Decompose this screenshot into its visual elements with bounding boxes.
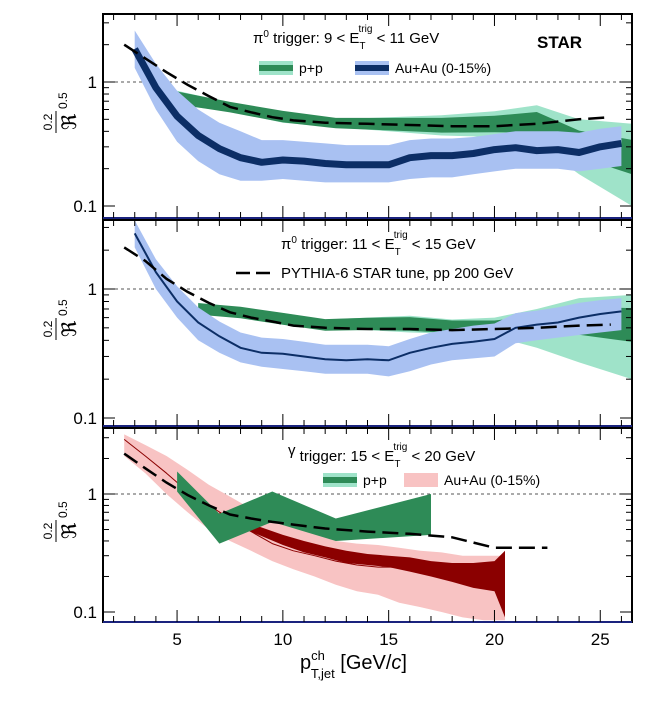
labels: π0 trigger: 9 < ETtrig < 11 GeV STAR π0 … bbox=[236, 24, 582, 681]
band-pp-core bbox=[177, 91, 632, 175]
y-axis-label: ℜ 0.50.2 bbox=[41, 501, 81, 542]
legend-item-pp: p+p bbox=[259, 60, 323, 76]
legend-label: p+p bbox=[363, 472, 387, 488]
plot-area bbox=[103, 434, 632, 621]
y-axis-label-sup: 0.5 bbox=[56, 299, 70, 316]
band-auau bbox=[124, 434, 505, 621]
y-tick-label: 0.1 bbox=[73, 197, 97, 216]
y-axis-label-sup: 0.5 bbox=[56, 501, 70, 518]
series-pythia bbox=[123, 246, 611, 332]
x-tick-label: 15 bbox=[379, 630, 398, 649]
legend-label: p+p bbox=[299, 60, 323, 76]
legend-swatch-core bbox=[259, 65, 293, 71]
panel-top-trigger-label: π0 trigger: 9 < ETtrig < 11 GeV bbox=[253, 24, 439, 52]
legend-swatch-core bbox=[355, 65, 389, 71]
band-auau bbox=[134, 30, 622, 183]
x-axis-label: pch T,jet [GeV/c] bbox=[300, 648, 407, 681]
band-auau bbox=[134, 220, 622, 377]
pythia-legend-label: PYTHIA-6 STAR tune, pp 200 GeV bbox=[281, 265, 513, 282]
y-axis-label-num: 0.2 bbox=[41, 320, 55, 337]
y-tick-label: 1 bbox=[88, 280, 97, 299]
plot-area bbox=[103, 220, 632, 380]
legend-label: Au+Au (0-15%) bbox=[444, 472, 540, 488]
band-auau_dark bbox=[219, 512, 505, 618]
x-tick-label: 5 bbox=[172, 630, 181, 649]
plot-area bbox=[103, 30, 632, 206]
chart-panel-middle: 0.1 1 ℜ 0.50.2 bbox=[41, 219, 633, 428]
legend-item-pp: p+p bbox=[323, 472, 387, 488]
center-auau bbox=[131, 47, 622, 169]
y-axis-label-num: 0.2 bbox=[41, 522, 55, 539]
legend-item-auau: Au+Au (0-15%) bbox=[404, 472, 540, 488]
y-tick-label: 0.1 bbox=[73, 603, 97, 622]
y-axis-label-main: ℜ bbox=[59, 113, 81, 130]
y-axis-label-main: ℜ bbox=[59, 522, 81, 539]
x-tick-label: 25 bbox=[591, 630, 610, 649]
x-tick-label: 10 bbox=[273, 630, 292, 649]
y-axis-label-sup: 0.5 bbox=[56, 92, 70, 109]
legend-label: Au+Au (0-15%) bbox=[395, 60, 491, 76]
experiment-label: STAR bbox=[537, 33, 582, 52]
y-axis-label: ℜ 0.50.2 bbox=[41, 92, 81, 133]
y-tick-label: 1 bbox=[88, 73, 97, 92]
chart-panel-top: 0.1 1 ℜ 0.50.2 p+p Au+Au (0-15%) bbox=[41, 13, 633, 219]
y-axis-label-main: ℜ bbox=[59, 320, 81, 337]
panel-middle-trigger-label: π0 trigger: 11 < ETtrig < 15 GeV bbox=[281, 230, 476, 258]
y-axis-label: ℜ 0.50.2 bbox=[41, 299, 81, 340]
series-auau-center bbox=[133, 232, 622, 362]
legend-item-auau: Au+Au (0-15%) bbox=[355, 60, 491, 76]
band-pp bbox=[177, 471, 431, 544]
legend-swatch-core bbox=[323, 477, 357, 483]
x-tick-label: 20 bbox=[485, 630, 504, 649]
y-tick-label: 1 bbox=[88, 485, 97, 504]
series-pythia bbox=[123, 452, 548, 550]
y-axis-label-num: 0.2 bbox=[41, 113, 55, 130]
y-tick-label: 0.1 bbox=[73, 409, 97, 428]
panel-bottom-trigger-label: γ trigger: 15 < ETtrig < 20 GeV bbox=[288, 442, 475, 470]
series-pythia bbox=[123, 43, 611, 128]
legend-swatch-core bbox=[404, 477, 438, 483]
